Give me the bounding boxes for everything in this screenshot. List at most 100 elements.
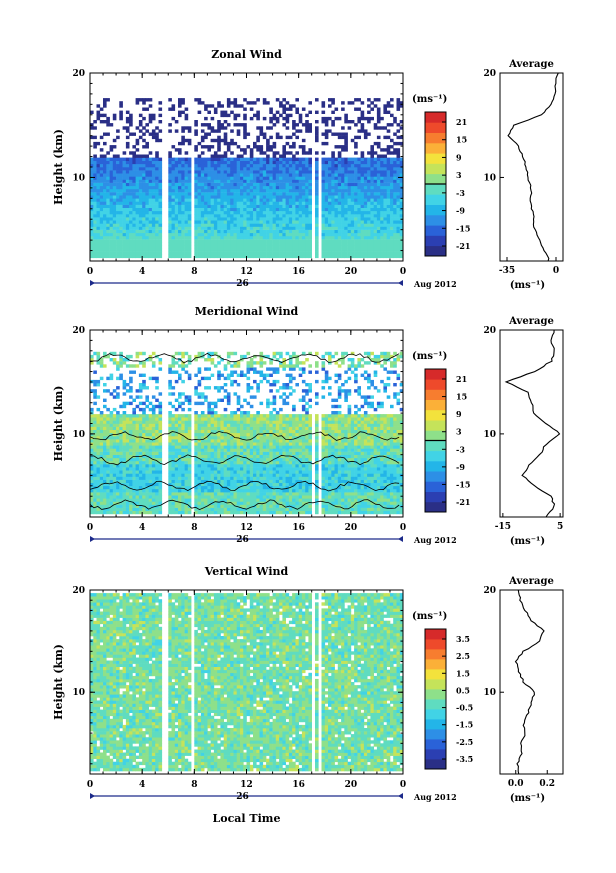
heatmap-cell xyxy=(207,167,211,171)
heatmap-cell xyxy=(119,479,123,483)
heatmap-cell xyxy=(112,223,117,227)
heatmap-cell xyxy=(370,498,374,502)
heatmap-cell xyxy=(220,170,224,174)
heatmap-cell xyxy=(207,188,211,193)
heatmap-cell xyxy=(243,467,247,471)
heatmap-cell xyxy=(138,163,143,168)
heatmap-cell xyxy=(363,214,368,218)
heatmap-cell xyxy=(249,163,254,168)
heatmap-cell xyxy=(272,492,277,496)
heatmap-cell xyxy=(116,245,120,249)
heatmap-cell xyxy=(262,170,267,174)
heatmap-cell xyxy=(328,192,332,196)
heatmap-cell xyxy=(142,138,146,143)
heatmap-cell xyxy=(174,470,179,474)
heatmap-cell xyxy=(256,482,260,487)
heatmap-cell xyxy=(331,123,335,127)
heatmap-cell xyxy=(321,195,326,199)
heatmap-cell xyxy=(272,242,277,246)
heatmap-cell xyxy=(295,473,299,477)
heatmap-cell xyxy=(266,223,270,227)
heatmap-cell xyxy=(341,235,345,240)
heatmap-cell xyxy=(292,248,296,252)
heatmap-cell xyxy=(96,173,101,177)
heatmap-cell xyxy=(155,254,159,259)
heatmap-cell xyxy=(308,470,312,474)
heatmap-cell xyxy=(301,207,306,212)
heatmap-cell xyxy=(386,229,391,234)
heatmap-cell xyxy=(376,504,381,508)
heatmap-cell xyxy=(262,101,267,105)
heatmap-cell xyxy=(200,179,205,183)
heatmap-cell xyxy=(236,198,241,202)
heatmap-cell xyxy=(341,198,345,202)
heatmap-cell xyxy=(298,163,303,168)
heatmap-cell xyxy=(354,163,358,168)
heatmap-cell xyxy=(106,132,110,136)
heatmap-cell xyxy=(217,138,221,143)
heatmap-cell xyxy=(236,232,241,237)
heatmap-cell xyxy=(363,495,368,499)
heatmap-cell xyxy=(171,489,176,493)
heatmap-cell xyxy=(288,473,293,477)
heatmap-cell xyxy=(376,98,381,102)
heatmap-cell xyxy=(213,217,218,221)
heatmap-cell xyxy=(331,479,335,483)
heatmap-cell xyxy=(305,239,309,243)
heatmap-cell xyxy=(155,507,159,511)
heatmap-cell xyxy=(393,148,397,152)
heatmap-cell xyxy=(344,160,348,165)
heatmap-cell xyxy=(288,242,293,246)
heatmap-cell xyxy=(210,489,215,493)
heatmap-cell xyxy=(256,495,260,499)
heatmap-cell xyxy=(363,160,368,165)
heatmap-cell xyxy=(129,232,133,237)
heatmap-cell xyxy=(93,489,97,493)
heatmap-cell xyxy=(171,214,176,218)
heatmap-cell xyxy=(315,239,319,243)
heatmap-cell xyxy=(354,232,358,237)
heatmap-cell xyxy=(288,220,293,224)
heatmap-cell xyxy=(135,232,140,237)
heatmap-cell xyxy=(129,217,133,221)
heatmap-cell xyxy=(246,467,251,471)
heatmap-cell xyxy=(266,157,270,161)
heatmap-cell xyxy=(240,214,244,218)
heatmap-cell xyxy=(204,123,208,127)
heatmap-cell xyxy=(363,201,368,205)
heatmap-cell xyxy=(396,482,401,487)
heatmap-cell xyxy=(142,126,146,130)
heatmap-cell xyxy=(151,223,156,227)
heatmap-cell xyxy=(168,507,172,511)
heatmap-cell xyxy=(344,198,348,202)
heatmap-cell xyxy=(99,192,104,196)
heatmap-cell xyxy=(125,476,130,480)
heatmap-cell xyxy=(142,198,146,202)
heatmap-cell xyxy=(308,160,312,165)
heatmap-cell xyxy=(184,492,189,496)
heatmap-cell xyxy=(357,504,361,508)
heatmap-cell xyxy=(96,188,101,193)
heatmap-cell xyxy=(184,220,189,224)
heatmap-cell xyxy=(282,151,286,155)
heatmap-cell xyxy=(230,232,234,237)
heatmap-cell xyxy=(171,492,176,496)
heatmap-cell xyxy=(90,467,94,471)
heatmap-cell xyxy=(344,495,348,499)
heatmap-cell xyxy=(181,173,185,177)
heatmap-cell xyxy=(220,498,224,502)
heatmap-cell xyxy=(210,126,215,130)
heatmap-cell xyxy=(93,501,97,505)
heatmap-cell xyxy=(233,207,238,212)
heatmap-cell xyxy=(109,473,114,477)
heatmap-cell xyxy=(103,154,107,158)
heatmap-cell xyxy=(204,132,208,136)
heatmap-cell xyxy=(119,470,123,474)
heatmap-cell xyxy=(148,179,153,183)
heatmap-cell xyxy=(204,182,208,187)
heatmap-cell xyxy=(269,217,273,221)
heatmap-cell xyxy=(223,110,228,114)
heatmap-cell xyxy=(233,235,238,240)
heatmap-cell xyxy=(178,489,182,493)
heatmap-cell xyxy=(288,107,293,111)
